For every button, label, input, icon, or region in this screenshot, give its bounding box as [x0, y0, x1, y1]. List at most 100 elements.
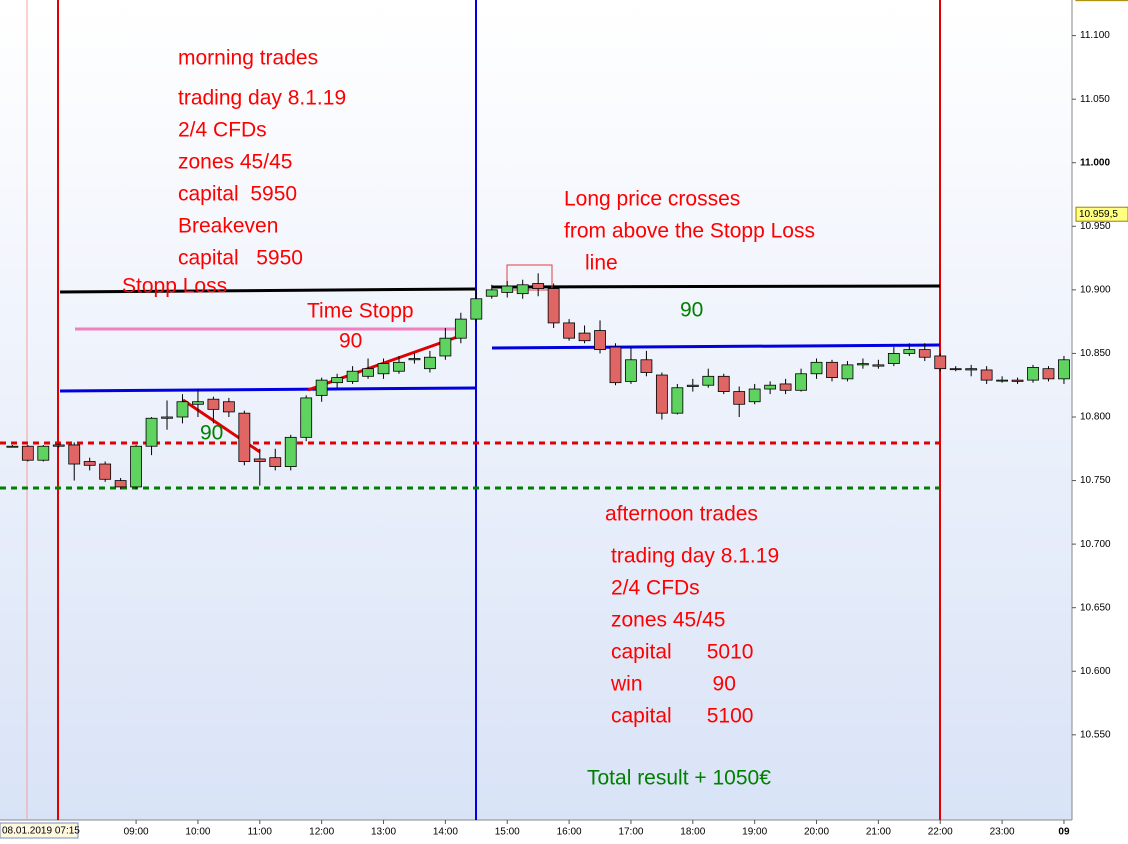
candle-body	[779, 383, 792, 391]
x-tick-label: 15:00	[495, 827, 520, 838]
candle-body	[1027, 367, 1039, 381]
candle-body	[686, 384, 699, 387]
candle-body	[841, 364, 854, 380]
annotation: zones 45/45	[178, 151, 292, 174]
candle-body	[1058, 359, 1070, 380]
x-tick-label: 18:00	[680, 827, 705, 838]
annotation: Total result + 1050€	[587, 767, 771, 790]
candle-body	[640, 359, 653, 373]
y-tick-label: 10.750	[1080, 475, 1111, 486]
candle-body	[887, 353, 900, 364]
stop-line	[59, 287, 476, 294]
candle-body	[238, 412, 251, 462]
candle-body	[516, 284, 529, 295]
x-tick-label: 10:00	[185, 827, 210, 838]
x-tick-label: 22:00	[928, 827, 953, 838]
candle-body	[439, 337, 452, 357]
candle-body	[485, 289, 498, 297]
y-tick-label: 10.850	[1080, 348, 1111, 359]
y-tick-label: 11.100	[1080, 30, 1110, 41]
candle-body	[857, 363, 869, 366]
candle-body	[130, 445, 142, 488]
candle-body	[470, 298, 483, 320]
drawings	[0, 0, 941, 820]
annotations: morning trades trading day 8.1.19 2/4 CF…	[122, 47, 815, 790]
annotation: 2/4 CFDs	[178, 119, 267, 142]
candle-body	[176, 401, 189, 418]
candle-body	[68, 444, 81, 465]
plot-area	[0, 0, 1072, 820]
price-marker	[1075, 0, 1128, 2]
candle-body	[578, 332, 591, 342]
candle-body	[300, 397, 313, 438]
price-marker-label: 10.959,5	[1079, 209, 1118, 220]
candle-body	[114, 480, 127, 488]
candle-body	[377, 363, 390, 375]
candle-body	[362, 368, 374, 377]
candles	[6, 273, 1070, 490]
candle-body	[331, 377, 344, 384]
annotation: line	[585, 252, 618, 275]
candle-body	[748, 388, 761, 403]
annotation: Long price crosses	[564, 188, 740, 211]
ticks: 10.550 10.600 10.650 10.700 10.750 10.800 10.8…	[124, 0, 1128, 838]
x-tick-label: 09	[1058, 827, 1070, 838]
annotation: zones 45/45	[611, 609, 725, 632]
candle-body	[192, 401, 204, 405]
y-tick-label: 10.550	[1080, 729, 1111, 740]
candle-body	[996, 379, 1009, 382]
annotation: capital 5950	[178, 247, 303, 270]
annotation: morning trades	[178, 47, 318, 70]
annotation: 2/4 CFDs	[611, 577, 700, 600]
x-tick-label: 17:00	[618, 827, 643, 838]
x-tick-label: 09:00	[124, 827, 149, 838]
annotation: Stopp Loss	[122, 275, 227, 298]
annotation: 90	[339, 330, 362, 353]
x-tick-label: 13:00	[371, 827, 396, 838]
candle-body	[795, 373, 807, 391]
x-tick-label: 23:00	[990, 827, 1015, 838]
annotation: Time Stopp	[307, 300, 414, 323]
x-tick-label: 12:00	[309, 827, 334, 838]
x-tick-label: 19:00	[742, 827, 767, 838]
candle-body	[733, 391, 746, 405]
highlight-box	[506, 264, 553, 291]
annotation: Breakeven	[178, 215, 278, 238]
candle-body	[161, 416, 173, 419]
annotation: capital 5950	[178, 183, 297, 206]
candle-body	[872, 364, 885, 367]
stop-line	[491, 284, 941, 289]
annotation: 90	[200, 422, 223, 445]
candle-body	[6, 445, 19, 448]
candle-body	[21, 445, 34, 461]
candle-body	[980, 369, 993, 381]
candle-body	[594, 330, 606, 351]
candle-body	[83, 461, 96, 466]
candle-body	[609, 346, 622, 384]
candle-body	[99, 463, 112, 480]
candle-body	[222, 401, 235, 413]
x-tick-label: 14:00	[433, 827, 458, 838]
annotation: capital 5100	[611, 705, 753, 728]
candle-body	[949, 368, 962, 371]
x-tick-label: 21:00	[866, 827, 891, 838]
y-tick-label: 11.050	[1080, 94, 1110, 105]
candle-body	[501, 285, 514, 293]
y-tick-label: 10.600	[1080, 666, 1111, 677]
candle-body	[207, 398, 220, 410]
candle-body	[965, 368, 978, 371]
candle-body	[671, 387, 684, 414]
candle-body	[454, 318, 467, 339]
candle-body	[424, 356, 436, 370]
candle-body	[826, 361, 838, 378]
y-tick-label: 11.000	[1080, 157, 1110, 168]
y-tick-label: 10.700	[1080, 539, 1111, 550]
candle-body	[145, 417, 158, 447]
candle-body	[346, 370, 359, 382]
candle-body	[702, 375, 715, 386]
candle-body	[532, 283, 545, 289]
candle-body	[764, 384, 777, 390]
candle-body	[269, 457, 282, 467]
x-tick-label: 20:00	[804, 827, 829, 838]
